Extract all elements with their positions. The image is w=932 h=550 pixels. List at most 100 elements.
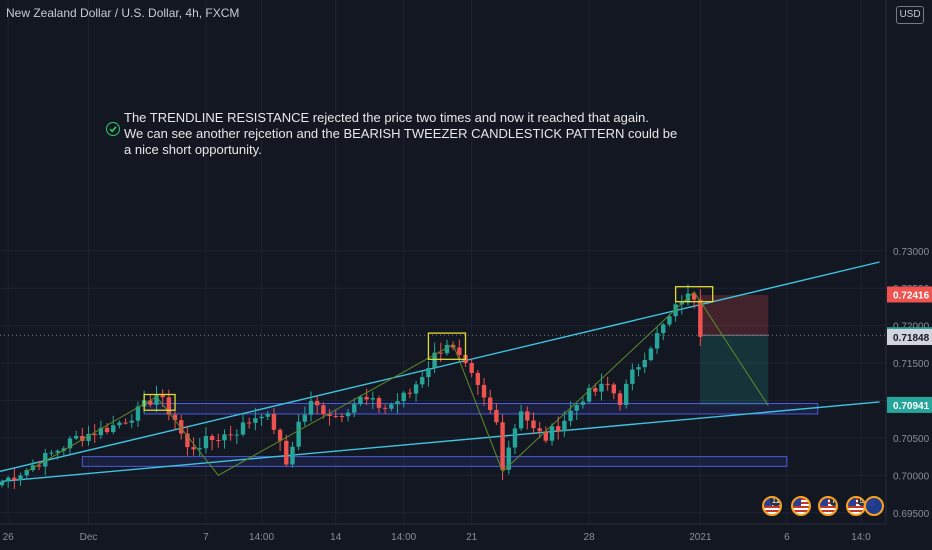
candle bbox=[55, 449, 60, 460]
candle bbox=[432, 342, 437, 374]
event-us-7-icon[interactable]: 7 bbox=[818, 496, 838, 516]
candle bbox=[284, 434, 289, 467]
candle bbox=[667, 313, 672, 327]
currency-badge[interactable]: USD bbox=[896, 6, 924, 24]
candle bbox=[636, 363, 641, 377]
candle bbox=[352, 398, 357, 418]
candle bbox=[401, 390, 406, 408]
candle bbox=[129, 413, 134, 429]
candle bbox=[623, 379, 629, 409]
candle bbox=[92, 424, 97, 444]
take-profit-zone bbox=[700, 335, 769, 405]
candle bbox=[67, 435, 73, 455]
candle bbox=[308, 391, 314, 422]
price-tick-label: 0.70000 bbox=[893, 471, 930, 482]
candle bbox=[222, 429, 227, 449]
candle bbox=[339, 413, 345, 423]
candle bbox=[240, 414, 246, 437]
candle bbox=[654, 327, 660, 355]
candle bbox=[49, 449, 54, 457]
price-tick-label: 0.73000 bbox=[893, 247, 930, 258]
candle bbox=[518, 404, 524, 432]
candle bbox=[18, 472, 23, 486]
price-tick-label: 0.71500 bbox=[893, 359, 930, 370]
candle bbox=[376, 395, 382, 413]
candle bbox=[661, 322, 666, 341]
candle bbox=[648, 346, 654, 362]
price-label: 0.72416 bbox=[893, 290, 930, 301]
time-axis-bg bbox=[0, 524, 932, 550]
candle bbox=[253, 407, 258, 431]
resistance-trendline bbox=[0, 261, 880, 473]
candle bbox=[191, 437, 196, 456]
price-tick-label: 0.70500 bbox=[893, 434, 930, 445]
candle bbox=[148, 395, 153, 408]
touch-box-1 bbox=[143, 393, 176, 411]
candle bbox=[475, 369, 481, 395]
candle bbox=[30, 459, 36, 473]
candle bbox=[426, 360, 431, 387]
projection-path bbox=[26, 291, 769, 476]
candle bbox=[123, 418, 128, 425]
event-us-5-icon[interactable]: 5 bbox=[846, 496, 866, 516]
candle bbox=[469, 358, 474, 378]
candle bbox=[259, 413, 264, 426]
candle bbox=[73, 430, 79, 441]
candle bbox=[277, 428, 283, 451]
candle bbox=[234, 429, 240, 445]
candle bbox=[395, 393, 400, 414]
candle bbox=[630, 363, 635, 391]
support-trendline bbox=[1, 401, 880, 483]
candle bbox=[209, 433, 215, 451]
candle bbox=[345, 408, 351, 422]
trade-setup bbox=[0, 294, 886, 405]
candle bbox=[327, 408, 332, 426]
candle bbox=[0, 479, 5, 488]
candle bbox=[494, 403, 499, 425]
candle bbox=[154, 385, 159, 413]
candle bbox=[197, 437, 202, 457]
candle bbox=[314, 396, 320, 415]
annotation-note[interactable]: The TRENDLINE RESISTANCE rejected the pr… bbox=[106, 110, 677, 158]
candle bbox=[413, 380, 419, 402]
time-tick-label: 14:00 bbox=[249, 532, 274, 543]
time-tick-label: 14 bbox=[330, 532, 342, 543]
candle bbox=[382, 404, 388, 414]
event-nz-icon[interactable] bbox=[864, 496, 884, 516]
candle bbox=[98, 420, 104, 440]
event-count: 5 bbox=[857, 496, 864, 506]
candle bbox=[216, 433, 221, 448]
candle bbox=[296, 414, 301, 451]
candle bbox=[506, 440, 511, 475]
candle bbox=[481, 377, 487, 407]
candle bbox=[265, 411, 270, 421]
event-us-11-icon[interactable]: 11 bbox=[762, 496, 782, 516]
time-axis: 26 Dec 7 14:00 14 14:00 21 28 2021 6 14:0 bbox=[0, 523, 932, 550]
candle bbox=[457, 339, 462, 362]
candle bbox=[321, 402, 326, 419]
price-axis: 0.695000.700000.705000.710000.715000.720… bbox=[885, 0, 932, 550]
event-us-icon[interactable] bbox=[791, 496, 811, 516]
candle bbox=[24, 468, 29, 480]
candle bbox=[512, 423, 518, 455]
candle bbox=[358, 395, 363, 407]
price-tick-label: 0.72000 bbox=[893, 322, 930, 333]
candle bbox=[117, 420, 122, 429]
stop-loss-zone bbox=[700, 294, 769, 336]
candle bbox=[333, 409, 338, 419]
candle bbox=[111, 415, 116, 435]
candle bbox=[302, 406, 308, 426]
candle bbox=[611, 382, 617, 400]
price-axis-bg bbox=[886, 0, 932, 550]
candle bbox=[586, 384, 592, 404]
candle bbox=[500, 414, 505, 480]
candle bbox=[531, 412, 536, 435]
chart-grid bbox=[0, 0, 886, 524]
candle bbox=[562, 411, 567, 437]
candle bbox=[642, 352, 647, 374]
check-circle-icon bbox=[106, 122, 120, 136]
trendlines bbox=[0, 261, 880, 483]
candle bbox=[247, 417, 252, 429]
candle bbox=[407, 388, 413, 399]
